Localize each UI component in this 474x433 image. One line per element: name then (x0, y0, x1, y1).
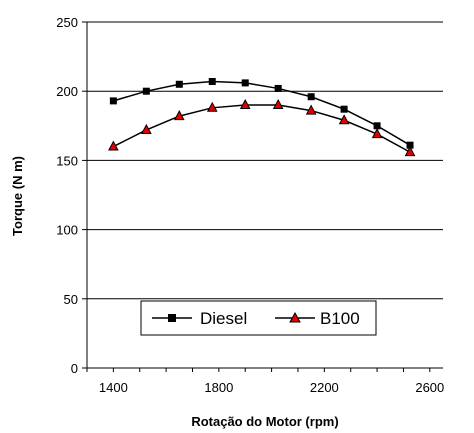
point-diesel-1900 (241, 79, 249, 87)
series-line-diesel (113, 80, 411, 146)
point-diesel-2525 (406, 141, 414, 149)
point-b100-2275 (338, 114, 350, 125)
point-diesel-1775 (208, 78, 216, 86)
point-diesel-2275 (340, 105, 348, 113)
legend-label-diesel: Diesel (200, 309, 247, 328)
point-b100-2525 (404, 146, 416, 157)
x-tick-label-2200: 2200 (310, 380, 339, 395)
point-b100-1650 (173, 110, 185, 121)
y-axis-ticks: 0 50 100 150 200 250 (56, 15, 87, 376)
y-tick-label-150: 150 (56, 153, 78, 168)
legend-item-diesel: Diesel (152, 309, 247, 328)
x-axis-title: Rotação do Motor (rpm) (191, 414, 338, 429)
x-axis-ticks: 1400 1800 2200 2600 (86, 368, 444, 395)
series-line-b100 (113, 104, 411, 153)
axes (86, 22, 443, 369)
x-tick-label-1400: 1400 (99, 380, 128, 395)
point-diesel-1650 (175, 80, 183, 88)
legend-label-b100: B100 (320, 309, 360, 328)
legend: Diesel B100 (140, 300, 377, 336)
point-diesel-2025 (274, 84, 282, 92)
point-b100-1775 (206, 101, 218, 112)
point-b100-1400 (108, 140, 119, 151)
y-tick-label-250: 250 (56, 15, 78, 30)
x-tick-label-1800: 1800 (204, 380, 233, 395)
y-tick-label-200: 200 (56, 84, 78, 99)
point-b100-2400 (371, 128, 383, 139)
legend-item-b100: B100 (275, 309, 360, 328)
grid-lines (87, 21, 443, 300)
point-diesel-2400 (373, 122, 381, 130)
point-b100-1900 (239, 98, 251, 110)
legend-marker-diesel (168, 314, 176, 322)
y-tick-label-50: 50 (64, 292, 78, 307)
y-tick-label-100: 100 (56, 223, 78, 238)
point-b100-1525 (141, 123, 152, 134)
point-b100-2150 (305, 104, 317, 115)
point-diesel-1525 (142, 87, 150, 95)
point-diesel-1400 (109, 97, 117, 105)
y-axis-title: Torque (N m) (10, 156, 25, 236)
x-tick-label-2600: 2600 (415, 380, 444, 395)
point-diesel-2150 (307, 93, 315, 101)
legend-marker-b100 (289, 311, 301, 323)
series-group (108, 78, 416, 157)
point-b100-2025 (272, 98, 284, 110)
y-tick-label-0: 0 (71, 361, 78, 376)
